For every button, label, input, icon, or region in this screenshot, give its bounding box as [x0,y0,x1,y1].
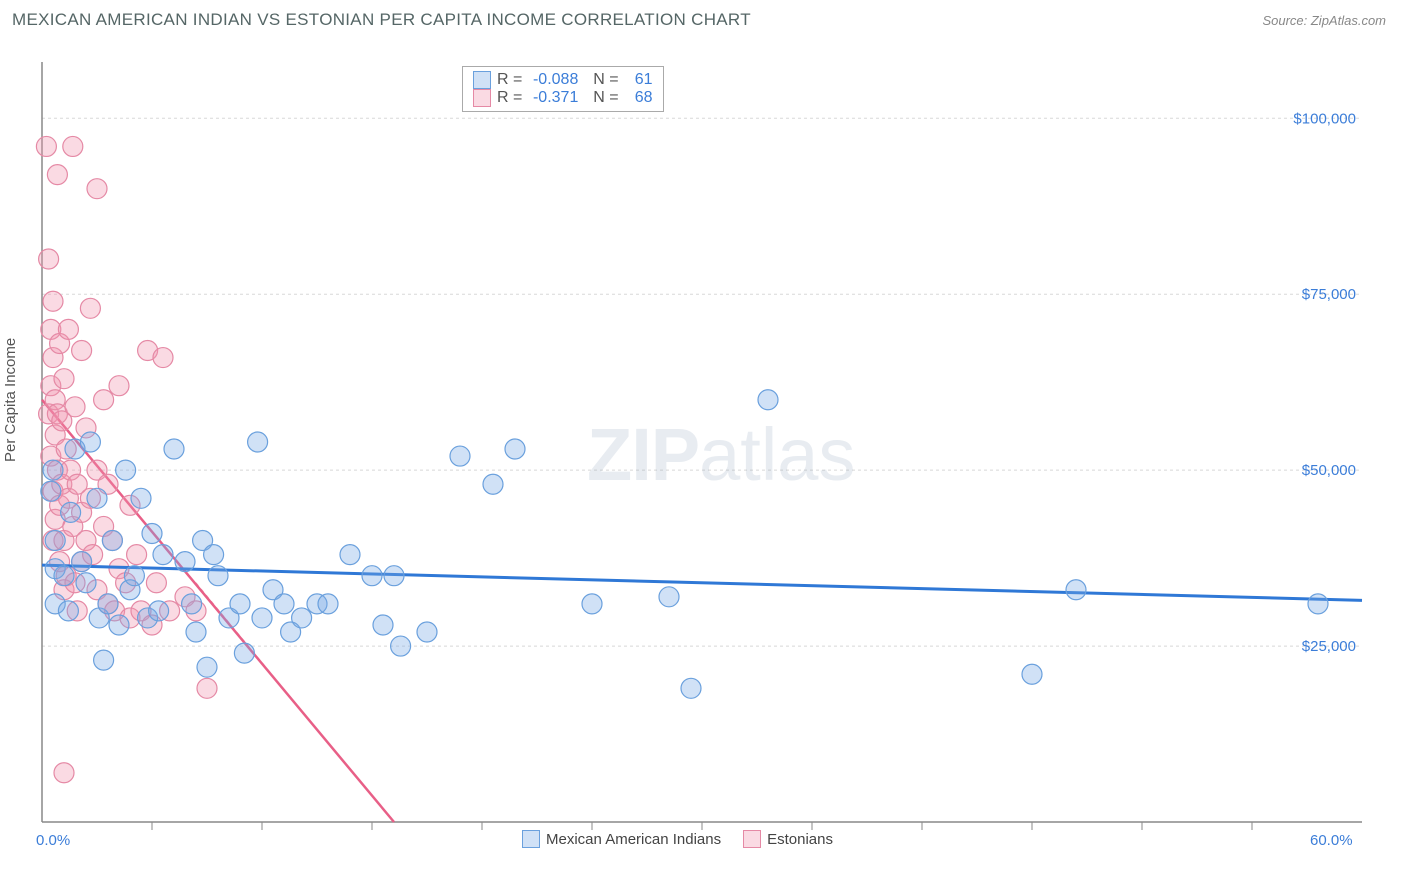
series-legend-label: Estonians [767,831,833,848]
legend-swatch [522,830,540,848]
series-legend-item: Mexican American Indians [522,830,721,848]
svg-text:$100,000: $100,000 [1293,110,1356,127]
svg-text:$25,000: $25,000 [1302,638,1356,655]
svg-text:$50,000: $50,000 [1302,462,1356,479]
legend-swatch [473,89,491,107]
legend-swatch [473,71,491,89]
legend-swatch [743,830,761,848]
legend-stat-row: R =-0.371 N =68 [473,89,653,107]
scatter-plot: $25,000 $50,000 $75,000 $100,000 [12,42,1372,842]
series-legend: Mexican American Indians Estonians [522,830,833,848]
chart-header: MEXICAN AMERICAN INDIAN VS ESTONIAN PER … [0,0,1406,36]
x-axis-min-label: 0.0% [36,832,70,849]
series-legend-label: Mexican American Indians [546,831,721,848]
source-label: Source: ZipAtlas.com [1262,13,1386,28]
legend-stat-row: R =-0.088 N =61 [473,71,653,89]
svg-text:$75,000: $75,000 [1302,286,1356,303]
correlation-legend: R =-0.088 N =61R =-0.371 N =68 [462,66,664,112]
chart-title: MEXICAN AMERICAN INDIAN VS ESTONIAN PER … [12,10,751,30]
y-axis-label: Per Capita Income [2,338,19,462]
x-axis-max-label: 60.0% [1310,832,1353,849]
chart-container: Per Capita Income $25,000$50,000$75,000$… [12,42,1394,882]
series-legend-item: Estonians [743,830,833,848]
